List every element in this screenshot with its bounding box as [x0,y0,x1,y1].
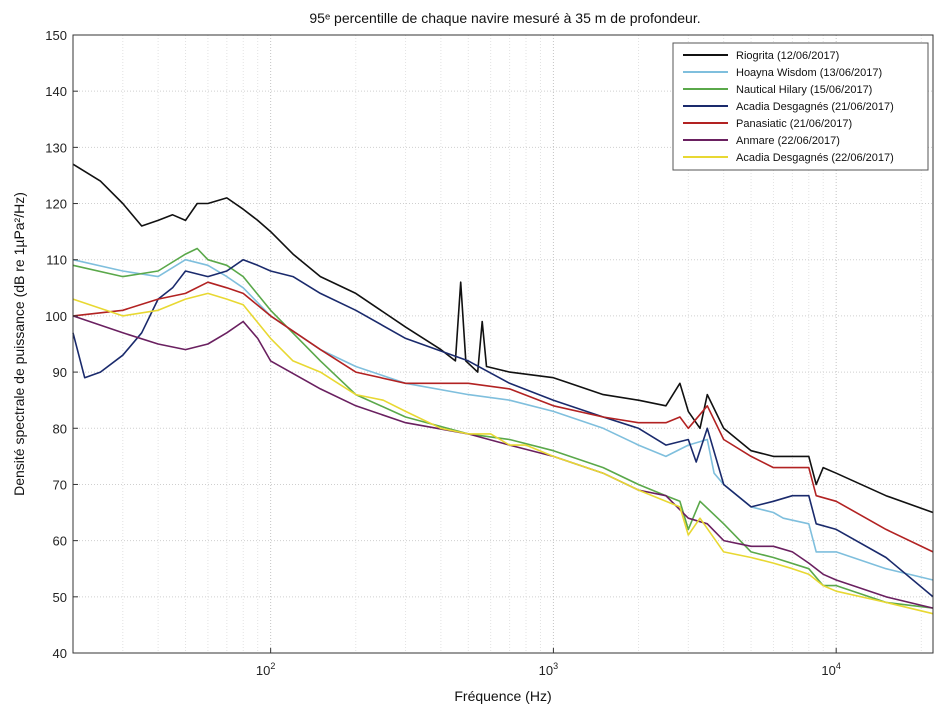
y-tick-label: 100 [45,309,67,324]
legend-box [672,42,929,171]
legend-entry: Anmare (22/06/2017) [736,135,840,147]
legend-entry: Hoayna Wisdom (13/06/2017) [736,67,882,79]
y-tick-label: 150 [45,28,67,43]
plot-frame [72,34,934,654]
legend-entry: Acadia Desgagnés (22/06/2017) [736,152,894,164]
y-tick-label: 110 [46,253,67,268]
series-line-3 [72,247,934,609]
legend-entry: Nautical Hilary (15/06/2017) [736,84,872,96]
x-tick-label: 102 [256,661,275,678]
series-line-4 [72,258,934,598]
series-line-7 [72,292,934,615]
y-tick-label: 120 [45,197,67,212]
y-tick-label: 130 [45,140,67,155]
x-tick-labels: 102 103 104 [256,648,841,678]
y-tick-label: 140 [45,84,67,99]
series-line-6 [72,315,934,609]
legend-entry: Acadia Desgagnés (21/06/2017) [736,101,894,113]
y-axis-label: Densité spectrale de puissance (dB re 1µ… [11,192,27,496]
y-tick-label: 90 [53,365,67,380]
y-tick-label: 50 [53,590,67,605]
legend-entry: Riogrita (12/06/2017) [736,50,839,62]
series-layer [72,163,934,615]
legend: Riogrita (12/06/2017) Hoayna Wisdom (13/0… [672,42,929,171]
y-tick-label: 60 [53,534,67,549]
x-tick-label: 103 [539,661,558,678]
series-line-2 [72,258,934,581]
chart-title: 95ᵉ percentille de chaque navire mesuré … [309,10,700,26]
x-axis-label: Fréquence (Hz) [454,688,551,704]
legend-entry: Panasiatic (21/06/2017) [736,118,852,130]
y-tick-label: 70 [53,477,67,492]
series-line-5 [72,281,934,553]
y-tick-label: 40 [53,646,67,661]
series-line-1 [72,163,934,514]
y-tick-labels: 40 50 60 70 80 90 100 110 120 130 140 150 [45,28,78,661]
y-tick-label: 80 [53,421,67,436]
x-tick-label: 104 [821,661,840,678]
